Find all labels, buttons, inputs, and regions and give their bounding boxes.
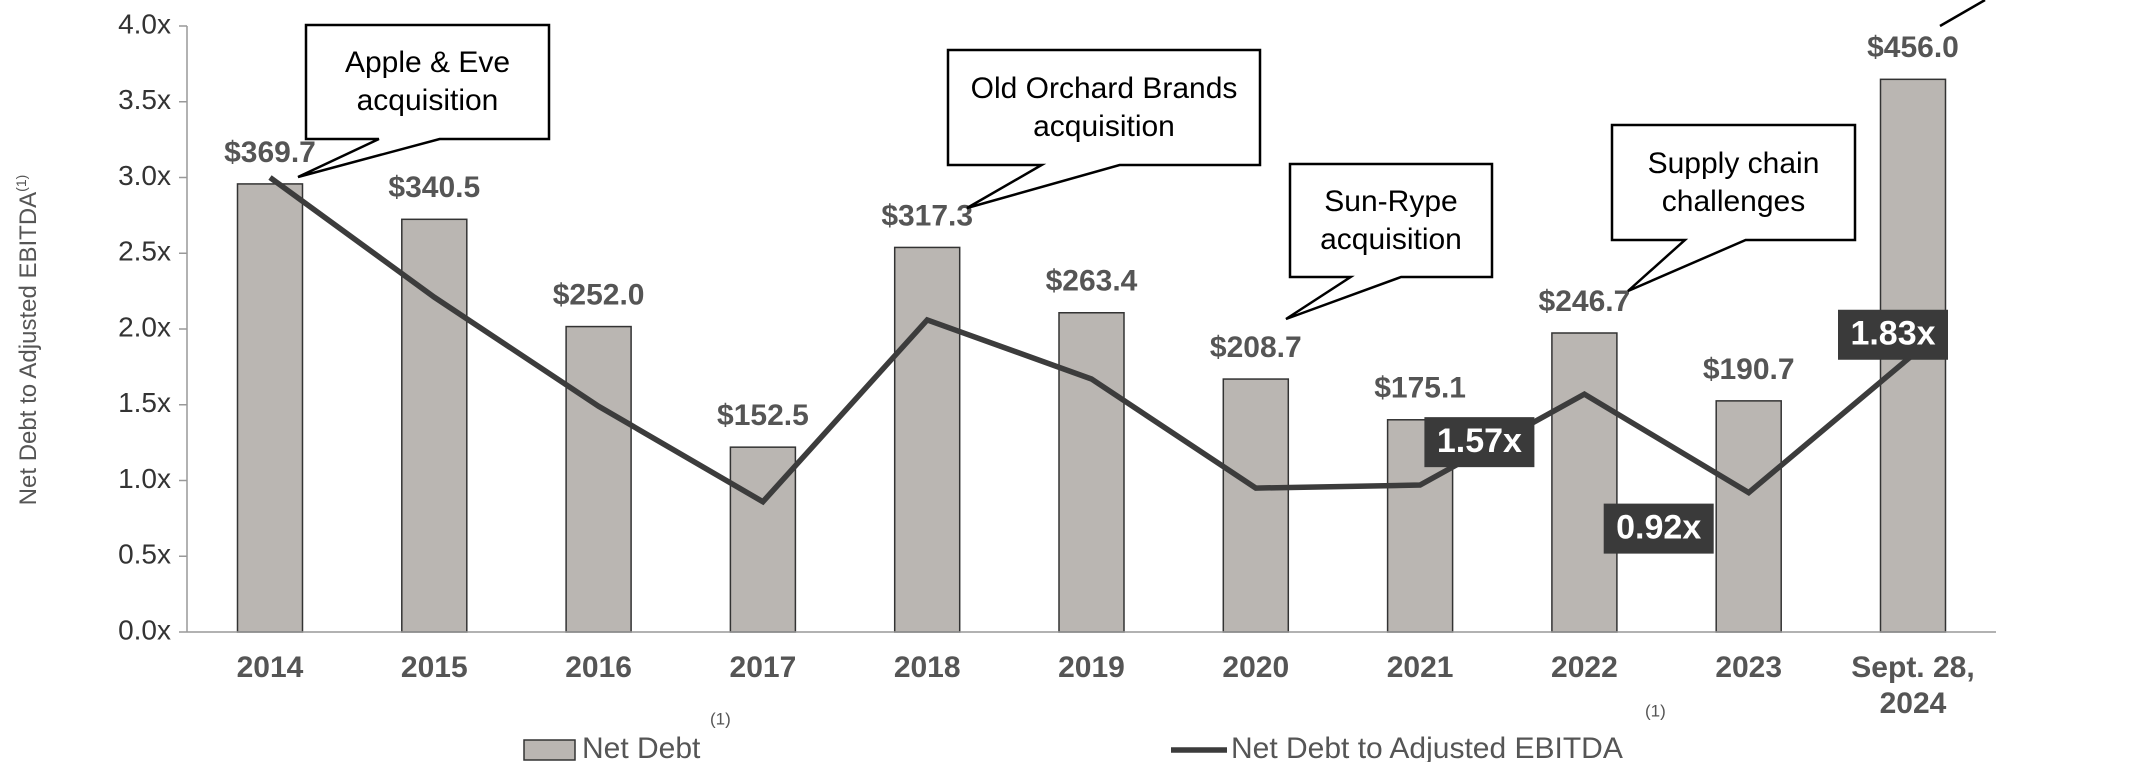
- bar-value-label: $317.3: [881, 199, 973, 232]
- x-tick-label: 2022: [1551, 651, 1618, 684]
- bar-value-label: $252.0: [553, 278, 645, 311]
- callout-text: Old Orchard Brands acquisition: [970, 71, 1238, 143]
- line-value-label: 0.92x: [1616, 509, 1701, 547]
- callout: [297, 23, 551, 179]
- y-axis-label-text: Net Debt to Adjusted EBITDA: [15, 192, 42, 506]
- bar: [1715, 400, 1782, 633]
- y-tick-label: 2.0x: [118, 311, 171, 342]
- callout-text: Sun-Rype acquisition: [1320, 184, 1462, 256]
- bar: [1222, 378, 1290, 633]
- callout-text: Supply chain challenges: [1647, 146, 1820, 218]
- bar-value-label: $152.5: [717, 399, 809, 432]
- callout-tail: [1939, 0, 1986, 28]
- bar: [1058, 312, 1125, 633]
- line: [268, 175, 1915, 506]
- y-tick-label: 4.0x: [118, 8, 171, 39]
- y-tick-label: 0.5x: [118, 539, 171, 570]
- bar: [401, 218, 468, 633]
- callout: [1610, 123, 1857, 293]
- legend-label: Net Debt to Adjusted EBITDA: [1231, 732, 1623, 762]
- bar-value-label: $208.7: [1210, 331, 1302, 364]
- line-value-label: 1.57x: [1437, 422, 1522, 460]
- x-tick-label: 2017: [729, 651, 797, 684]
- y-tick-label: 1.0x: [118, 463, 171, 494]
- callout: [946, 48, 1262, 210]
- value-label-box: [1603, 503, 1714, 554]
- bar-value-label: $263.4: [1046, 265, 1138, 298]
- value-label-box: [1838, 309, 1948, 360]
- line-value-label: 1.83x: [1850, 315, 1935, 353]
- bar-value-label: $190.7: [1703, 353, 1795, 386]
- bar-value-label: $246.7: [1539, 285, 1631, 318]
- bar: [565, 325, 632, 633]
- bar-value-label: $456.0: [1867, 31, 1959, 64]
- bar-value-label: $340.5: [388, 171, 480, 204]
- y-tick-label: 0.0x: [118, 614, 171, 645]
- x-tick-label: 2015: [400, 651, 468, 684]
- y-tick-label: 2.5x: [118, 236, 171, 267]
- x-tick-label: 2023: [1715, 651, 1783, 684]
- footnote: (1): [710, 709, 731, 728]
- x-tick-label: 2019: [1058, 651, 1125, 684]
- bar: [1551, 332, 1618, 633]
- footnote: (1): [13, 175, 29, 192]
- bar: [893, 246, 961, 633]
- y-tick-label: 3.5x: [118, 84, 171, 115]
- bar-value-label: $175.1: [1374, 372, 1466, 405]
- x-tick-label: 2018: [893, 651, 961, 684]
- legend-swatch: [523, 739, 576, 761]
- callout: [1285, 162, 1494, 321]
- y-tick-label: 1.5x: [118, 387, 171, 418]
- value-label-box: [1424, 417, 1535, 468]
- bar-value-label: $369.7: [224, 136, 316, 169]
- callout-text: Apple & Eve acquisition: [344, 46, 511, 117]
- x-tick-label: Sept. 28, 2024: [1851, 651, 1975, 720]
- bar: [236, 183, 304, 633]
- y-tick-label: 3.0x: [118, 160, 171, 191]
- legend-label: Net Debt: [582, 732, 701, 762]
- x-tick-label: 2014: [236, 651, 304, 684]
- x-tick-label: 2020: [1222, 651, 1290, 684]
- footnote: (1): [1645, 701, 1666, 720]
- x-tick-label: 2021: [1386, 651, 1454, 684]
- y-axis-label: Net Debt to Adjusted EBITDA(1): [13, 175, 43, 506]
- x-tick-label: 2016: [565, 651, 632, 684]
